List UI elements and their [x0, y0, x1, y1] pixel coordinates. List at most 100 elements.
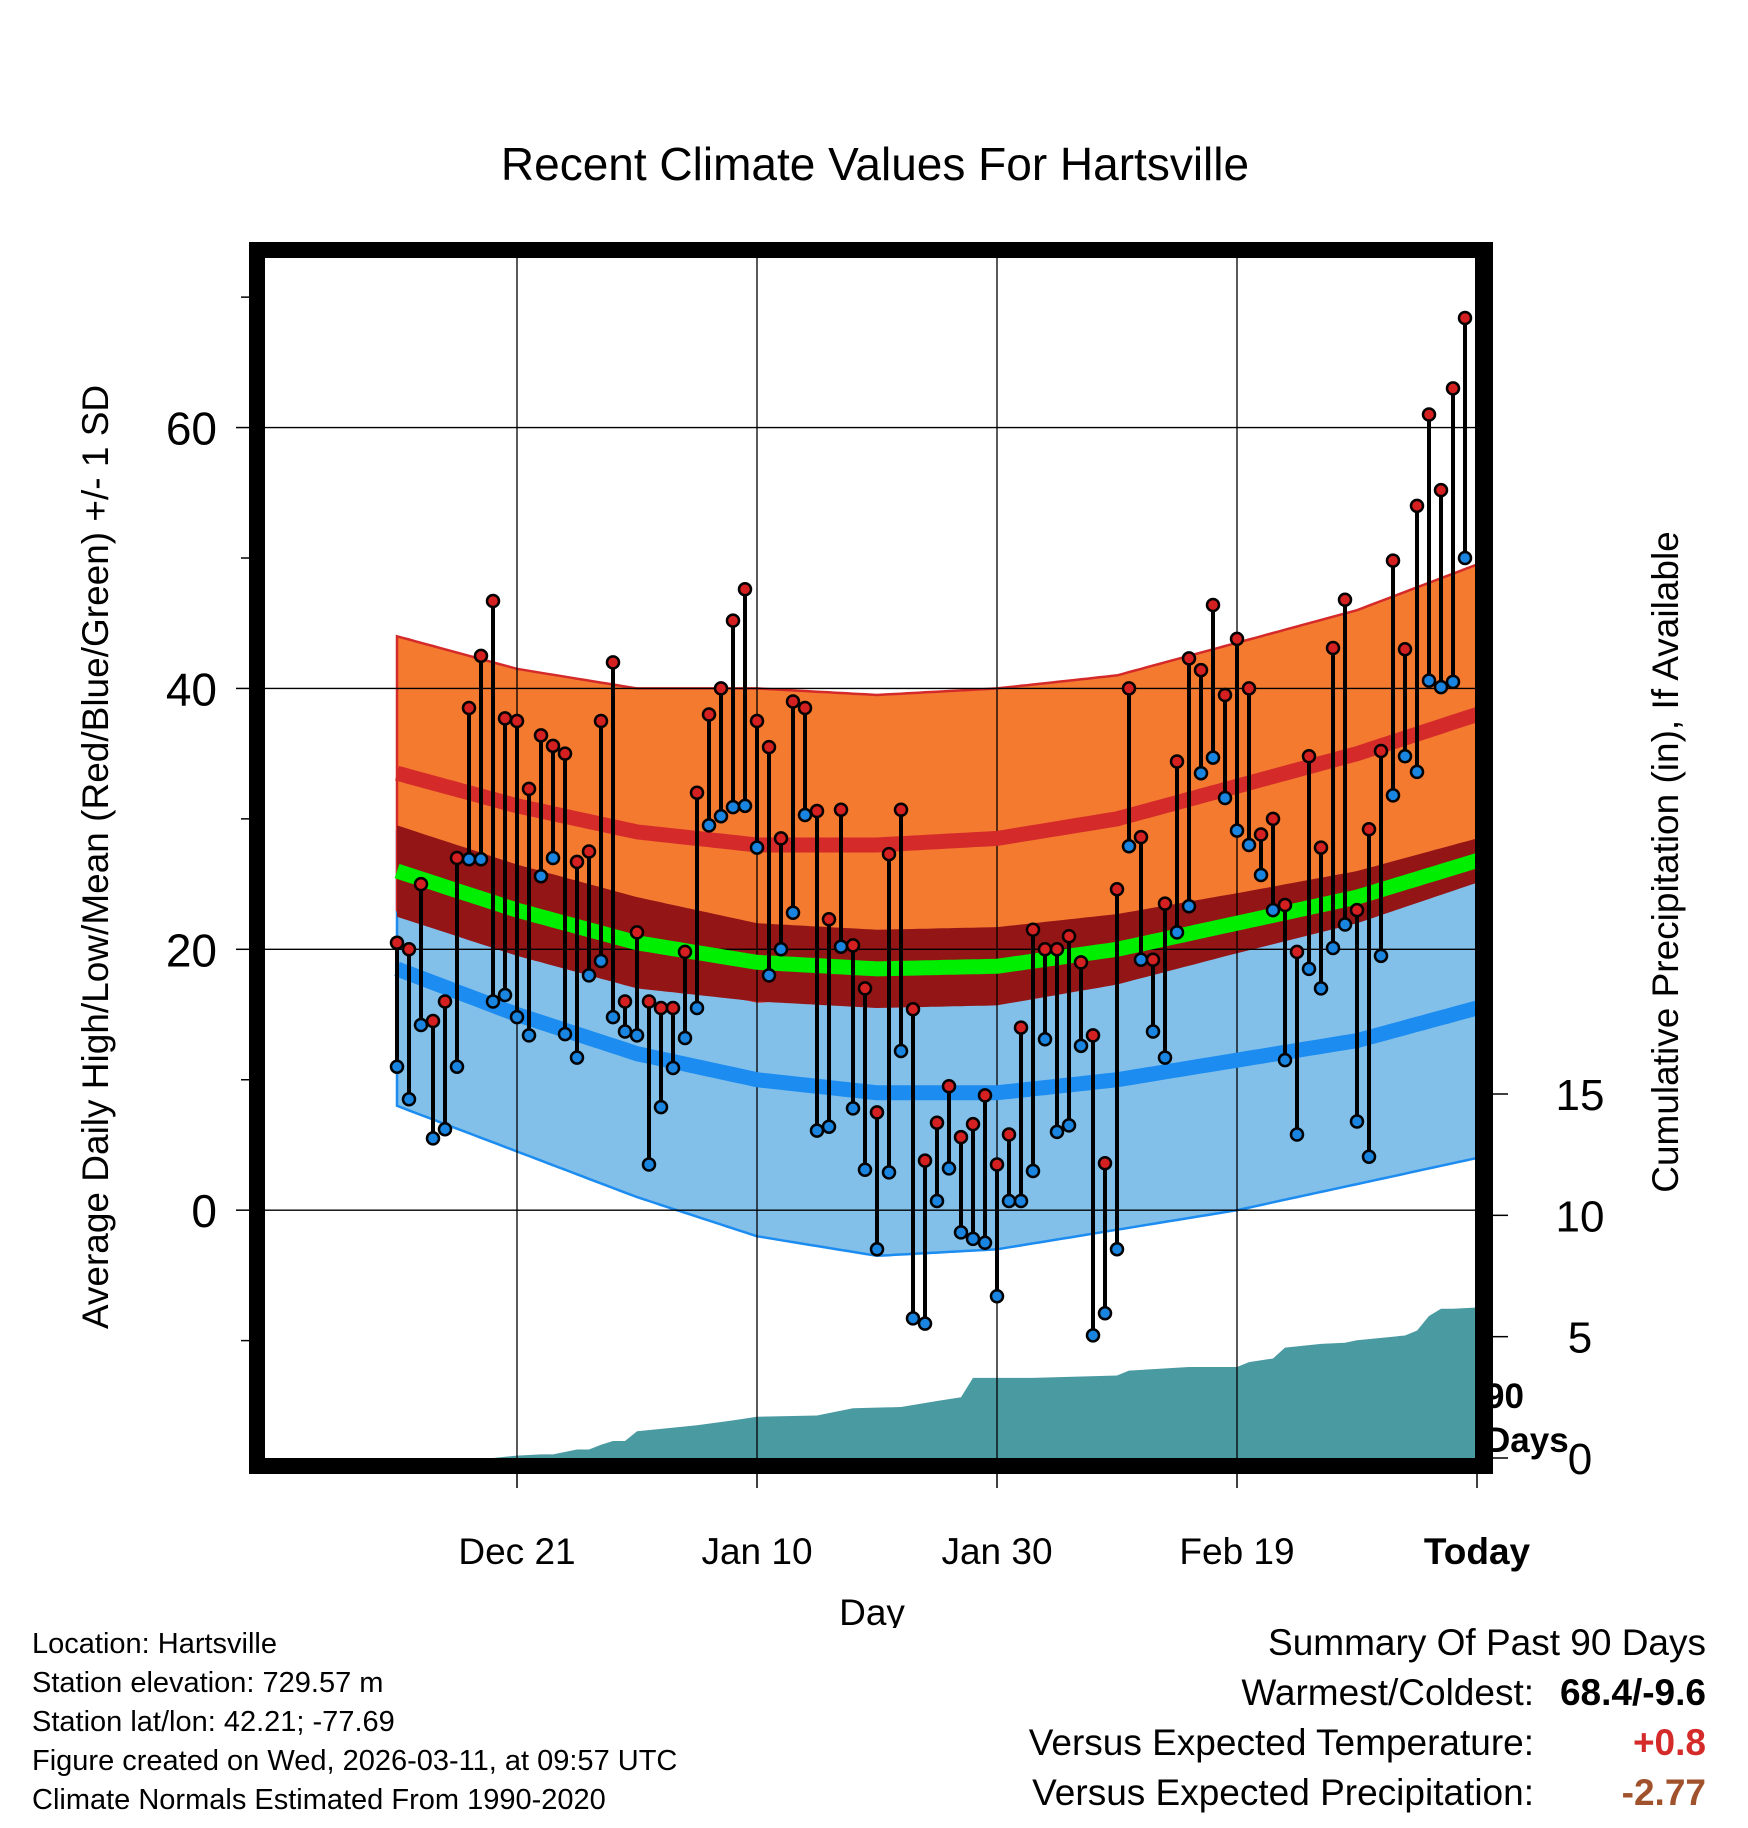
- low-point: [1337, 917, 1353, 932]
- low-point: [1181, 899, 1197, 914]
- summary-warmest-row: Warmest/Coldest: 68.4/-9.6: [1029, 1668, 1706, 1718]
- low-point: [557, 1026, 573, 1042]
- low-point: [1061, 1118, 1077, 1133]
- low-point: [1205, 750, 1221, 765]
- high-point: [1361, 822, 1377, 837]
- low-point: [1013, 1193, 1029, 1209]
- high-point: [485, 593, 501, 609]
- high-point: [1409, 498, 1425, 514]
- precipitation-area: [265, 1307, 1477, 1458]
- high-point: [713, 681, 729, 696]
- high-point: [557, 746, 573, 761]
- low-point: [941, 1161, 957, 1176]
- low-point: [761, 968, 777, 983]
- low-point: [629, 1028, 645, 1043]
- summary-title: Summary Of Past 90 Days: [1268, 1622, 1706, 1663]
- low-point: [1385, 788, 1401, 803]
- mean-normal-band: [397, 825, 1477, 1008]
- low-point: [1193, 765, 1209, 781]
- low-point: [1241, 837, 1257, 853]
- low-point: [713, 809, 729, 824]
- high-point: [653, 1000, 669, 1016]
- high-point: [617, 994, 633, 1009]
- high-point: [1085, 1028, 1101, 1043]
- high-point: [1373, 743, 1389, 759]
- summary-temp-value: +0.8: [1632, 1722, 1706, 1763]
- y-tick-label: 0: [191, 1185, 217, 1237]
- high-point: [761, 739, 777, 755]
- high-point: [785, 694, 801, 709]
- mean-normal-line: [394, 852, 1477, 977]
- low-point: [581, 968, 597, 983]
- info-normals: Climate Normals Estimated From 1990-2020: [32, 1784, 606, 1816]
- low-point: [1361, 1149, 1377, 1164]
- high-point: [1061, 929, 1077, 944]
- high-point: [389, 935, 405, 951]
- high-point: [1277, 897, 1293, 913]
- high-point: [437, 994, 453, 1009]
- y-tick-label: 40: [166, 663, 217, 715]
- low-point: [797, 807, 813, 823]
- high-point: [1205, 597, 1221, 613]
- low-point: [1409, 764, 1425, 780]
- high-point: [953, 1129, 969, 1145]
- high-point: [797, 700, 813, 716]
- low-point: [1277, 1052, 1293, 1068]
- high-point: [905, 1002, 921, 1017]
- low-point: [425, 1131, 441, 1146]
- high-point: [1433, 482, 1449, 498]
- high-point: [977, 1088, 993, 1103]
- low-point: [401, 1092, 417, 1107]
- low-point: [1217, 790, 1233, 806]
- summary-temp-label: Versus Expected Temperature:: [1028, 1722, 1534, 1763]
- high-point: [629, 925, 645, 940]
- low-point: [533, 869, 549, 884]
- low-point: [1109, 1242, 1125, 1257]
- low-point: [665, 1060, 681, 1076]
- low-point: [1073, 1038, 1089, 1054]
- low-point: [1433, 679, 1449, 695]
- high-point: [749, 713, 765, 729]
- low-point: [653, 1099, 669, 1115]
- low-point: [1229, 823, 1245, 838]
- summary-precip-row: Versus Expected Precipitation: -2.77: [1029, 1768, 1706, 1818]
- high-point: [965, 1116, 981, 1132]
- high-point: [461, 700, 477, 716]
- info-location: Location: Hartsville: [32, 1628, 277, 1660]
- chart-title: Recent Climate Values For Hartsville: [501, 138, 1249, 190]
- summary-panel: Summary Of Past 90 Days Warmest/Coldest:…: [1029, 1618, 1706, 1818]
- low-point: [689, 1000, 705, 1016]
- high-point: [605, 655, 621, 670]
- low-point: [1457, 550, 1473, 566]
- plot-frame: [249, 242, 1493, 1474]
- low-point: [1301, 961, 1317, 977]
- high-point: [533, 728, 549, 743]
- high-point: [1289, 944, 1305, 960]
- high-point: [581, 844, 597, 859]
- high-point: [1241, 681, 1257, 696]
- high-point: [677, 944, 693, 960]
- y-tick-label: 20: [166, 924, 217, 976]
- low-point: [989, 1289, 1005, 1304]
- low-point: [929, 1193, 945, 1209]
- y2-tick-label: 5: [1568, 1314, 1592, 1363]
- high-normal-line: [395, 706, 1477, 853]
- low-point: [737, 798, 753, 814]
- low-point: [497, 987, 513, 1003]
- summary-warmest-label: Warmest/Coldest:: [1241, 1672, 1534, 1713]
- info-created: Figure created on Wed, 2026-03-11, at 09…: [32, 1745, 678, 1777]
- y2-tick-label: 15: [1556, 1071, 1605, 1120]
- low-point: [1445, 674, 1461, 690]
- high-point: [1001, 1127, 1017, 1142]
- low-point: [809, 1123, 825, 1138]
- high-point: [1445, 381, 1461, 396]
- climate-chart: Recent Climate Values For Hartsville 90D…: [75, 138, 1686, 1628]
- high-point: [1133, 829, 1149, 845]
- low-point: [893, 1043, 909, 1059]
- low-point: [785, 905, 801, 921]
- low-point: [617, 1024, 633, 1039]
- low-point: [1037, 1032, 1053, 1047]
- high-point: [1301, 749, 1317, 764]
- low-point: [569, 1050, 585, 1065]
- low-point: [845, 1101, 861, 1116]
